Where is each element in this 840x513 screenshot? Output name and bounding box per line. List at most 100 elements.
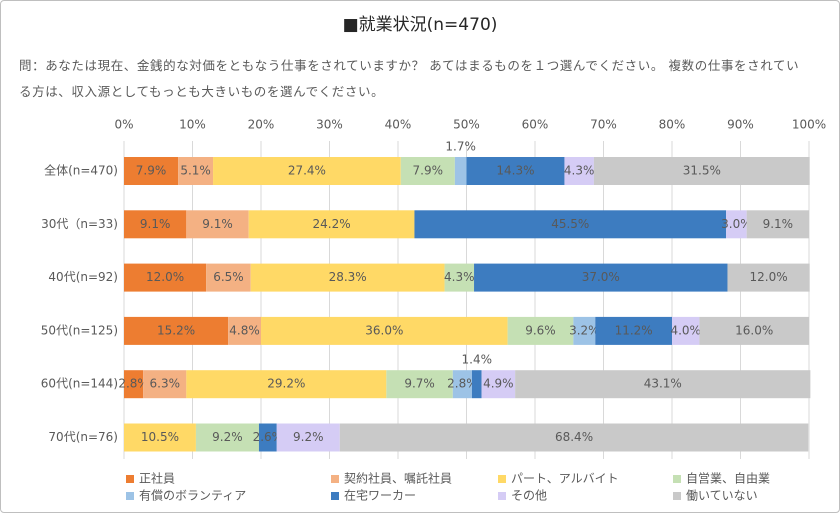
y-tick-label: 30代（n=33) (41, 217, 118, 231)
bar-segment (143, 370, 187, 399)
bar-segment (593, 157, 810, 185)
bar-segment (672, 316, 700, 345)
x-tick-label: 10% (179, 118, 206, 132)
chart-title: ■就業状況(n=470) (343, 15, 498, 35)
y-tick-label: 70代(n=76) (48, 430, 118, 444)
bar-segment (228, 316, 261, 345)
data-label: 5.1% (180, 164, 211, 178)
data-label: 37.0% (582, 270, 620, 284)
legend-label: 在宅ワーカー (344, 488, 416, 503)
data-label: 7.9% (413, 164, 444, 178)
data-label: 9.2% (293, 430, 324, 444)
data-label: 4.0% (670, 323, 701, 337)
bar-segment (726, 210, 747, 239)
x-tick-label: 30% (316, 118, 343, 132)
bar-segment (124, 157, 179, 185)
data-label: 9.6% (525, 323, 556, 337)
data-label: 43.1% (644, 377, 682, 391)
bar-segment (178, 157, 214, 185)
x-tick-label: 20% (248, 118, 275, 132)
bar-segment (564, 157, 594, 185)
data-label: 11.2% (615, 323, 653, 337)
x-tick-label: 60% (522, 118, 549, 132)
data-label: 1.4% (462, 353, 493, 367)
y-tick-label: 全体(n=470) (44, 163, 118, 178)
bar-segment (573, 316, 596, 345)
x-tick-label: 100% (792, 118, 826, 132)
legend-label: 有償のボランティア (139, 489, 246, 503)
data-label: 16.0% (735, 323, 773, 337)
y-tick-label: 60代(n=144) (41, 377, 118, 391)
bar-segment (248, 210, 415, 239)
legend-label: パート、アルバイト (511, 472, 619, 486)
bar-segment (444, 263, 475, 292)
legend-swatch (331, 475, 339, 483)
data-label: 3.2% (569, 323, 600, 337)
legend-swatch (126, 492, 134, 500)
bar-segment (452, 370, 472, 399)
data-label: 9.1% (140, 217, 171, 231)
data-label: 6.3% (150, 377, 181, 391)
x-tick-label: 0% (114, 118, 133, 132)
data-label: 9.2% (212, 430, 243, 444)
x-tick-label: 70% (590, 118, 617, 132)
data-label: 24.2% (312, 217, 350, 231)
data-label: 2.6% (253, 430, 284, 444)
bar-segment (454, 157, 467, 185)
data-label: 6.5% (213, 270, 244, 284)
data-label: 31.5% (683, 164, 721, 178)
bar-segment (400, 157, 455, 185)
bar-segment (481, 370, 516, 399)
bar-segment (474, 263, 728, 292)
bar-segment (206, 263, 251, 292)
bar-segment (258, 423, 277, 452)
data-label: 15.2% (157, 323, 195, 337)
bar-segment (699, 316, 809, 345)
chart-subtitle: 問：あなたは現在、金銭的な対価をともなう仕事をされていますか？ あてはまるものを… (19, 58, 800, 99)
data-label: 12.0% (750, 270, 788, 284)
data-label: 29.2% (267, 377, 305, 391)
data-label: 3.0% (721, 217, 752, 231)
data-label: 4.8% (229, 323, 260, 337)
legend-swatch (331, 492, 339, 500)
bar-segment (515, 370, 811, 399)
bar-segment (746, 210, 809, 239)
legend-swatch (498, 492, 506, 500)
data-label: 7.9% (136, 164, 167, 178)
data-label: 4.9% (483, 377, 514, 391)
bar-segment (186, 210, 249, 239)
data-label: 36.0% (365, 323, 403, 337)
data-label: 68.4% (555, 430, 593, 444)
bar-segment (339, 423, 809, 452)
bar-segment (595, 316, 672, 345)
data-label: 2.8% (447, 377, 478, 391)
data-label: 9.1% (763, 217, 794, 231)
legend-swatch (673, 492, 681, 500)
bar-segment (386, 370, 453, 399)
legend-label: その他 (511, 489, 547, 503)
bar-segment (471, 370, 482, 399)
bar-segment (124, 370, 144, 399)
legend-label: 正社員 (139, 471, 175, 486)
bar-segment (213, 157, 401, 185)
bar-segment (414, 210, 727, 239)
x-tick-label: 80% (659, 118, 686, 132)
data-label: 1.7% (445, 140, 476, 154)
bar-segment (727, 263, 810, 292)
legend-swatch (498, 475, 506, 483)
x-tick-label: 40% (385, 118, 412, 132)
bar-segment (507, 316, 574, 345)
bar-segment (466, 157, 565, 185)
legend-swatch (673, 475, 681, 483)
data-label: 14.3% (496, 164, 534, 178)
legend-label: 契約社員、嘱託社員 (344, 471, 452, 486)
data-label: 4.3% (444, 270, 475, 284)
bar-segment (124, 423, 196, 452)
bar-segment (250, 263, 445, 292)
legend-label: 働いていない (686, 489, 758, 503)
x-tick-label: 90% (727, 118, 754, 132)
data-label: 12.0% (146, 270, 184, 284)
data-label: 28.3% (329, 270, 367, 284)
